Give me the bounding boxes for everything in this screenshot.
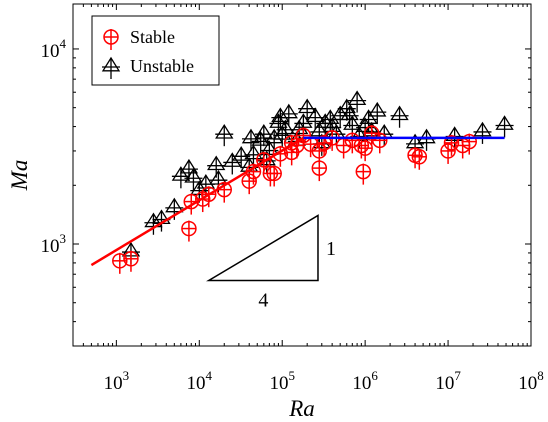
y-tick-label: 104 — [41, 36, 67, 62]
data-point-unstable — [306, 107, 325, 130]
x-axis-label: Ra — [288, 396, 315, 421]
data-point-stable — [357, 140, 373, 162]
x-tick-base: 10 — [104, 373, 123, 394]
data-point-stable — [123, 250, 139, 272]
data-point-stable — [112, 252, 128, 274]
data-point-unstable — [368, 101, 387, 125]
data-point-unstable — [271, 107, 290, 130]
data-point-stable — [371, 132, 388, 154]
x-tick-label: 108 — [518, 368, 544, 394]
x-tick-label: 106 — [352, 368, 378, 394]
y-axis-label: Ma — [7, 160, 32, 192]
y-tick-exponent: 4 — [60, 36, 67, 51]
data-point-unstable — [171, 166, 191, 189]
series-stable — [112, 125, 477, 274]
data-point-unstable — [215, 123, 234, 147]
data-point-stable — [181, 220, 197, 242]
data-point-stable — [311, 160, 328, 182]
y-tick-base: 10 — [41, 41, 60, 62]
y-tick-base: 10 — [41, 236, 60, 257]
legend-marker-stable — [103, 29, 119, 50]
data-point-stable — [266, 165, 282, 187]
data-point-unstable — [495, 115, 514, 138]
y-tick-label: 103 — [41, 231, 67, 257]
data-point-unstable — [340, 105, 359, 128]
x-tick-base: 10 — [352, 373, 371, 394]
slope-annotation: 1 4 — [206, 214, 336, 312]
x-tick-label: 103 — [104, 368, 130, 394]
slope-triangle — [206, 214, 319, 282]
legend-label-unstable: Unstable — [130, 56, 194, 76]
x-tick-label: 105 — [269, 368, 295, 394]
data-point-stable — [355, 163, 372, 185]
data-point-unstable — [321, 109, 340, 132]
legend-label-stable: Stable — [130, 27, 175, 47]
x-tick-exponent: 7 — [454, 368, 461, 383]
slope-rise-label: 1 — [326, 238, 336, 260]
data-point-stable — [411, 148, 428, 170]
x-tick-exponent: 5 — [288, 368, 295, 383]
legend-marker-unstable — [101, 56, 121, 79]
data-point-unstable — [390, 105, 409, 128]
data-point-unstable — [184, 167, 203, 191]
x-tick-exponent: 8 — [537, 368, 544, 383]
x-tick-base: 10 — [187, 373, 206, 394]
y-tick-exponent: 3 — [60, 231, 67, 246]
data-point-stable — [316, 134, 332, 156]
x-tick-label: 107 — [435, 368, 461, 394]
x-tick-base: 10 — [518, 373, 537, 394]
slope-run-label: 4 — [258, 290, 268, 312]
data-point-stable — [363, 125, 380, 147]
data-point-unstable — [473, 121, 492, 144]
x-tick-label: 104 — [187, 368, 213, 394]
legend-box — [91, 15, 220, 86]
x-tick-exponent: 4 — [206, 368, 213, 383]
data-point-stable — [440, 142, 456, 164]
x-tick-exponent: 6 — [371, 368, 378, 383]
x-tick-base: 10 — [269, 373, 288, 394]
fit-line-0 — [90, 136, 305, 267]
x-tick-exponent: 3 — [123, 368, 130, 383]
data-point-unstable — [347, 90, 367, 113]
x-tick-base: 10 — [435, 373, 454, 394]
fit-lines — [90, 136, 505, 267]
legend: Stable Unstable — [91, 15, 220, 86]
data-point-unstable — [254, 123, 273, 147]
